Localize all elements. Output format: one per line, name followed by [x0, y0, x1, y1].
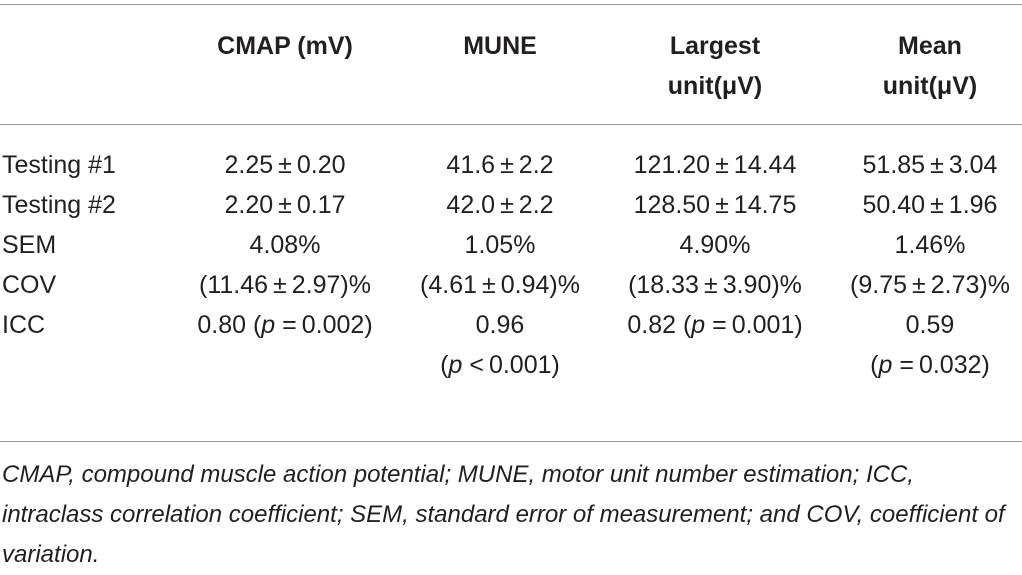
cell-testing1-largest: 121.20 ± 14.44 [633, 151, 797, 179]
cell-sem-mean: 1.46% [894, 231, 966, 259]
row-label-testing-2: Testing #2 [2, 191, 116, 219]
icc-mean-line2: (p = 0.032) [830, 345, 1022, 385]
cell-cov-cmap: (11.46 ± 2.97)% [199, 271, 371, 299]
header-largest-line1: Largest [669, 32, 761, 60]
cell-testing2-mean: 50.40 ± 1.96 [862, 191, 998, 219]
row-label-cov: COV [2, 271, 57, 299]
icc-largest-value: 0.82 ( [627, 311, 692, 339]
cell-cov-mean: (9.75 ± 2.73)% [850, 271, 1010, 299]
header-mean-line1: Mean [898, 32, 962, 60]
icc-mune-open: ( [440, 351, 449, 379]
header-largest-unit: Largest unit(μV) [615, 26, 815, 106]
cell-testing2-largest: 128.50 ± 14.75 [633, 191, 797, 219]
icc-mean-p: p [878, 351, 893, 379]
cell-icc-largest: 0.82 (p = 0.001) [615, 305, 815, 345]
cell-testing2-cmap: 2.20 ± 0.17 [224, 191, 346, 219]
row-label-sem: SEM [2, 231, 57, 259]
icc-cmap-value: 0.80 ( [197, 311, 262, 339]
cell-testing1-mean: 51.85 ± 3.04 [862, 151, 998, 179]
cell-sem-cmap: 4.08% [249, 231, 321, 259]
header-cmap: CMAP (mV) [217, 32, 353, 60]
icc-cmap-rest: = 0.002) [275, 311, 373, 339]
cell-icc-cmap: 0.80 (p = 0.002) [185, 305, 385, 345]
icc-mean-line1: 0.59 [905, 311, 955, 339]
cell-icc-mune: 0.96 (p < 0.001) [400, 305, 600, 385]
icc-mean-open: ( [870, 351, 879, 379]
icc-mune-line2: (p < 0.001) [400, 345, 600, 385]
cell-sem-mune: 1.05% [464, 231, 536, 259]
row-label-testing-1: Testing #1 [2, 151, 116, 179]
cell-cov-largest: (18.33 ± 3.90)% [628, 271, 802, 299]
table-top-rule [0, 4, 1022, 5]
icc-largest-rest: = 0.001) [705, 311, 803, 339]
icc-largest-p: p [691, 311, 706, 339]
icc-cmap-p: p [261, 311, 276, 339]
cell-testing1-cmap: 2.25 ± 0.20 [224, 151, 346, 179]
table-footnote: CMAP, compound muscle action potential; … [2, 461, 1005, 568]
icc-mune-rest: < 0.001) [462, 351, 560, 379]
cell-icc-mean: 0.59 (p = 0.032) [830, 305, 1022, 385]
header-mean-line2: unit(μV) [882, 72, 978, 100]
cell-cov-mune: (4.61 ± 0.94)% [420, 271, 580, 299]
icc-mean-rest: = 0.032) [892, 351, 990, 379]
header-mune: MUNE [463, 32, 537, 60]
table-footer-rule [0, 441, 1022, 442]
cell-sem-largest: 4.90% [679, 231, 751, 259]
header-largest-line2: unit(μV) [667, 72, 763, 100]
icc-mune-p: p [448, 351, 463, 379]
icc-mune-line1: 0.96 [475, 311, 525, 339]
cell-testing2-mune: 42.0 ± 2.2 [446, 191, 554, 219]
header-mean-unit: Mean unit(μV) [830, 26, 1022, 106]
row-label-icc: ICC [2, 311, 46, 339]
cell-testing1-mune: 41.6 ± 2.2 [446, 151, 554, 179]
table-header-rule [0, 124, 1022, 125]
